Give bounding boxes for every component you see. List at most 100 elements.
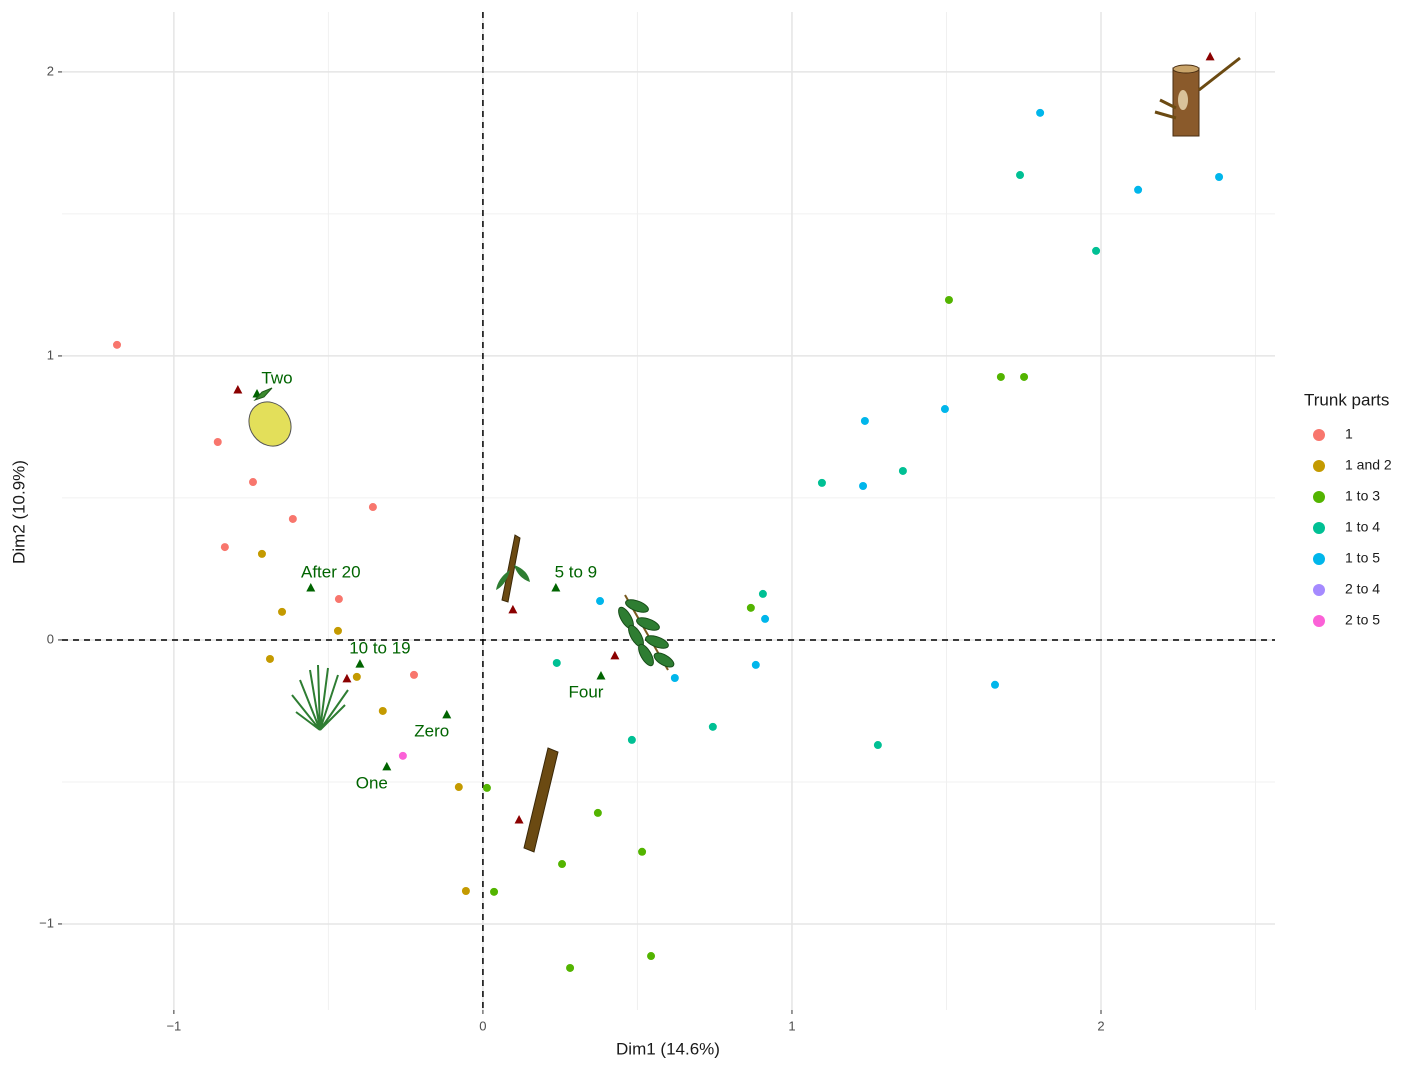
point [265,654,274,663]
triangle-point [610,650,620,660]
point [333,626,342,635]
point [454,783,463,792]
triangle-point [514,814,524,824]
triangle-point [1205,51,1215,61]
point [558,860,567,869]
point [670,673,679,682]
point [944,295,953,304]
point [1016,171,1025,180]
point [552,658,561,667]
point [859,482,868,491]
point-label: 10 to 19 [349,639,410,658]
grid: −1 0 1 2 −1 0 1 2 [39,12,1275,1033]
stick-icon [523,747,559,853]
point [352,672,361,681]
point [593,808,602,817]
point [873,741,882,750]
legend-swatch [1313,615,1325,627]
point [761,614,770,623]
legend-swatch [1313,584,1325,596]
point [213,437,222,446]
point [627,735,636,744]
point [638,847,647,856]
legend-title: Trunk parts [1304,390,1389,409]
point [940,405,949,414]
legend: 1 1 and 2 1 to 3 1 to 4 1 to 5 2 to 4 2 to 5 [1313,426,1392,628]
point [490,887,499,896]
x-axis-label: Dim1 (14.6%) [616,1039,720,1058]
point-label: One [356,773,388,792]
x-tick-label: 2 [1097,1018,1104,1033]
point [708,722,717,731]
legend-swatch [1313,491,1325,503]
point [1215,173,1224,182]
point [410,670,419,679]
triangle-point [508,604,518,614]
point [378,706,387,715]
y-axis-label: Dim2 (10.9%) [9,460,28,564]
y-tick-label: 0 [47,631,54,646]
point [647,952,656,961]
point-label: Four [568,682,603,701]
point [1036,108,1045,117]
legend-label: 1 to 4 [1345,519,1380,535]
point [1134,185,1143,194]
x-tick-label: −1 [166,1018,181,1033]
y-tick-label: 1 [47,347,54,362]
point [746,603,755,612]
point-label: After 20 [301,562,361,581]
lemon-icon [248,387,292,447]
point [220,543,229,552]
point [991,680,1000,689]
triangle-point [342,673,352,683]
legend-swatch [1313,429,1325,441]
point-label: Two [261,368,292,387]
x-tick-label: 1 [788,1018,795,1033]
point [288,514,297,523]
point [1092,246,1101,255]
legend-label: 2 to 4 [1345,581,1380,597]
x-tick-label: 0 [479,1018,486,1033]
point [758,589,767,598]
grass-icon [291,664,349,731]
legend-label: 1 to 3 [1345,488,1380,504]
legend-label: 1 and 2 [1345,457,1392,473]
point [278,607,287,616]
triangle-point [355,659,365,668]
point [257,549,266,558]
point [368,503,377,512]
point-label: 5 to 9 [555,562,598,581]
trunk-icon [1154,56,1241,137]
leaf-branch-icon [618,594,675,671]
point [248,478,257,487]
legend-swatch [1313,522,1325,534]
point [1020,372,1029,381]
point [482,783,491,792]
point [860,416,869,425]
point-label: Zero [414,721,449,740]
triangle-point [442,709,452,719]
point [566,963,575,972]
triangle-point [596,671,606,680]
point [898,466,907,475]
point [996,372,1005,381]
stick-icon [496,534,530,603]
point [596,597,605,606]
legend-swatch [1313,553,1325,565]
y-tick-label: −1 [39,915,54,930]
point [334,595,343,604]
point [461,887,470,896]
triangle-point [551,582,561,592]
triangle-point [382,761,392,771]
legend-label: 1 [1345,426,1353,442]
triangle-point [306,582,316,592]
marks: Two After 20 5 to 9 10 to 19 Four Zero One [113,51,1224,972]
legend-label: 1 to 5 [1345,550,1380,566]
point [113,340,122,349]
illustrations [248,56,1241,853]
point [398,751,407,760]
legend-swatch [1313,460,1325,472]
point [751,660,760,669]
triangle-point [233,385,243,394]
